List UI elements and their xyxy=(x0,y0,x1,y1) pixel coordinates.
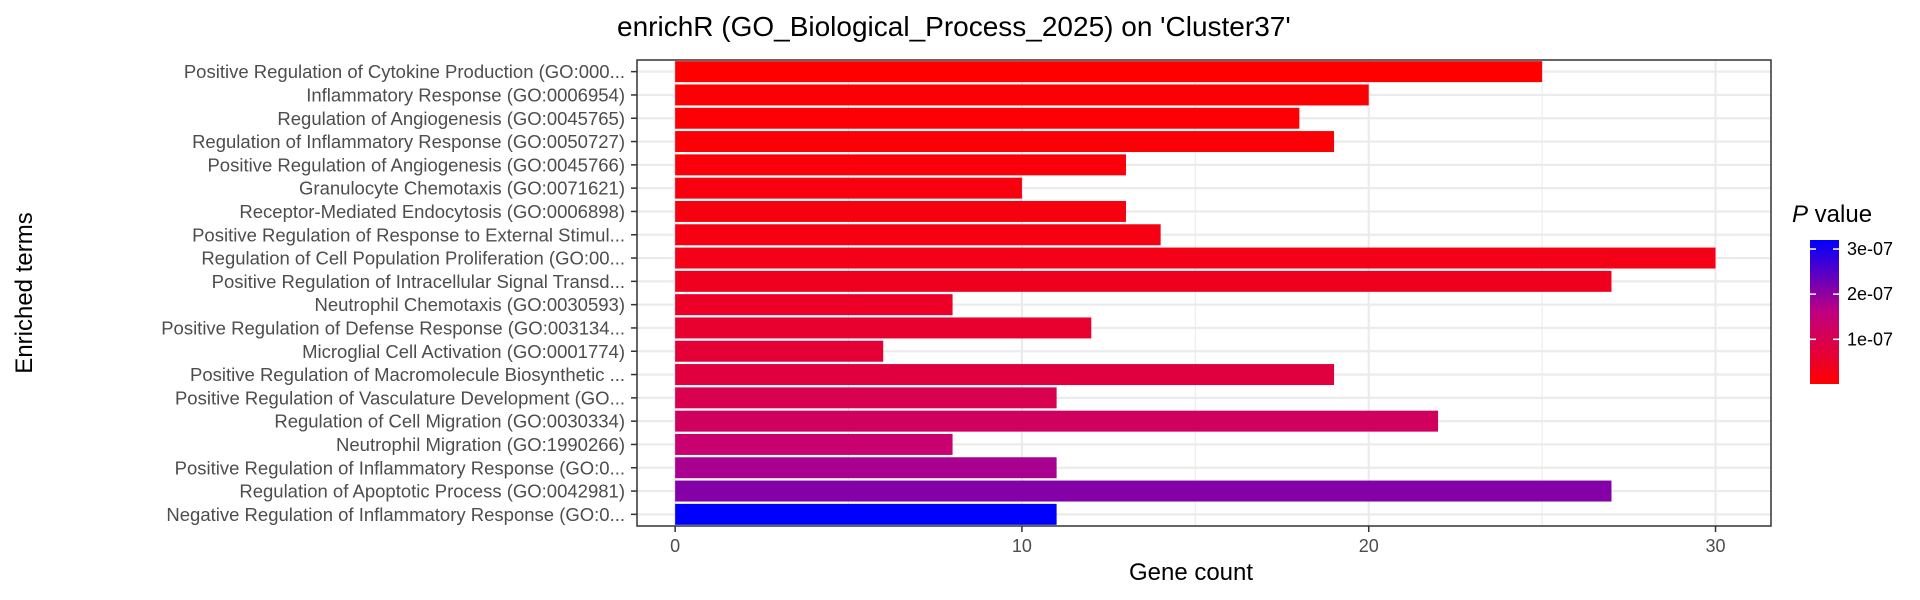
legend-tick-label: 3e-07 xyxy=(1847,239,1893,259)
bar xyxy=(675,248,1715,269)
legend-tick-label: 2e-07 xyxy=(1847,284,1893,304)
x-tick-label: 20 xyxy=(1359,536,1379,556)
bar xyxy=(675,201,1126,222)
y-tick-label: Positive Regulation of Angiogenesis (GO:… xyxy=(207,154,625,175)
y-tick-label: Positive Regulation of Intracellular Sig… xyxy=(212,271,625,292)
bar xyxy=(675,84,1369,105)
y-tick-label: Regulation of Inflammatory Response (GO:… xyxy=(192,131,625,152)
bar xyxy=(675,154,1126,175)
y-tick-marks xyxy=(631,72,637,515)
bar xyxy=(675,224,1161,245)
chart-title: enrichR (GO_Biological_Process_2025) on … xyxy=(617,11,1291,42)
y-tick-label: Positive Regulation of Defense Response … xyxy=(161,317,625,338)
x-tick-label: 0 xyxy=(670,536,680,556)
legend-tick-label: 1e-07 xyxy=(1847,329,1893,349)
legend-color-bar xyxy=(1810,240,1839,384)
y-tick-label: Regulation of Cell Population Proliferat… xyxy=(201,248,625,269)
x-tick-label: 30 xyxy=(1705,536,1725,556)
bar xyxy=(675,411,1438,432)
y-tick-label: Inflammatory Response (GO:0006954) xyxy=(306,84,625,105)
plot-panel xyxy=(637,60,1771,526)
bar xyxy=(675,131,1334,152)
x-axis-title: Gene count xyxy=(1129,559,1253,586)
y-tick-label: Receptor-Mediated Endocytosis (GO:000689… xyxy=(239,201,625,222)
y-tick-label: Positive Regulation of Vasculature Devel… xyxy=(175,387,625,408)
bar xyxy=(675,481,1611,502)
bar xyxy=(675,434,952,455)
y-tick-labels: Positive Regulation of Cytokine Producti… xyxy=(161,61,625,525)
y-tick-label: Neutrophil Chemotaxis (GO:0030593) xyxy=(314,294,625,315)
y-tick-label: Neutrophil Migration (GO:1990266) xyxy=(336,434,625,455)
bar xyxy=(675,108,1299,129)
bar xyxy=(675,341,883,362)
bar xyxy=(675,271,1611,292)
legend-title-italic: P xyxy=(1792,201,1808,228)
y-tick-label: Regulation of Cell Migration (GO:0030334… xyxy=(274,411,625,432)
bar xyxy=(675,457,1056,478)
y-tick-label: Positive Regulation of Response to Exter… xyxy=(192,224,625,245)
y-tick-label: Positive Regulation of Cytokine Producti… xyxy=(184,61,625,82)
bar xyxy=(675,387,1056,408)
legend-title: P value xyxy=(1792,201,1872,228)
color-legend: P value 1e-07 2e-07 3e-07 xyxy=(1792,201,1893,384)
bar xyxy=(675,364,1334,385)
bar xyxy=(675,504,1056,525)
x-tick-marks: 0 10 20 30 xyxy=(670,526,1725,556)
bar xyxy=(675,317,1091,338)
bar xyxy=(675,294,952,315)
y-axis-title: Enriched terms xyxy=(11,212,38,373)
y-tick-label: Microglial Cell Activation (GO:0001774) xyxy=(302,341,625,362)
legend-title-rest: value xyxy=(1808,201,1872,228)
y-tick-label: Positive Regulation of Inflammatory Resp… xyxy=(175,457,625,478)
bar xyxy=(675,61,1542,82)
y-tick-label: Positive Regulation of Macromolecule Bio… xyxy=(190,364,625,385)
y-tick-label: Regulation of Apoptotic Process (GO:0042… xyxy=(239,481,625,502)
bar xyxy=(675,178,1022,199)
y-tick-label: Negative Regulation of Inflammatory Resp… xyxy=(166,504,625,525)
y-tick-label: Regulation of Angiogenesis (GO:0045765) xyxy=(277,108,625,129)
x-tick-label: 10 xyxy=(1012,536,1032,556)
y-tick-label: Granulocyte Chemotaxis (GO:0071621) xyxy=(299,178,625,199)
